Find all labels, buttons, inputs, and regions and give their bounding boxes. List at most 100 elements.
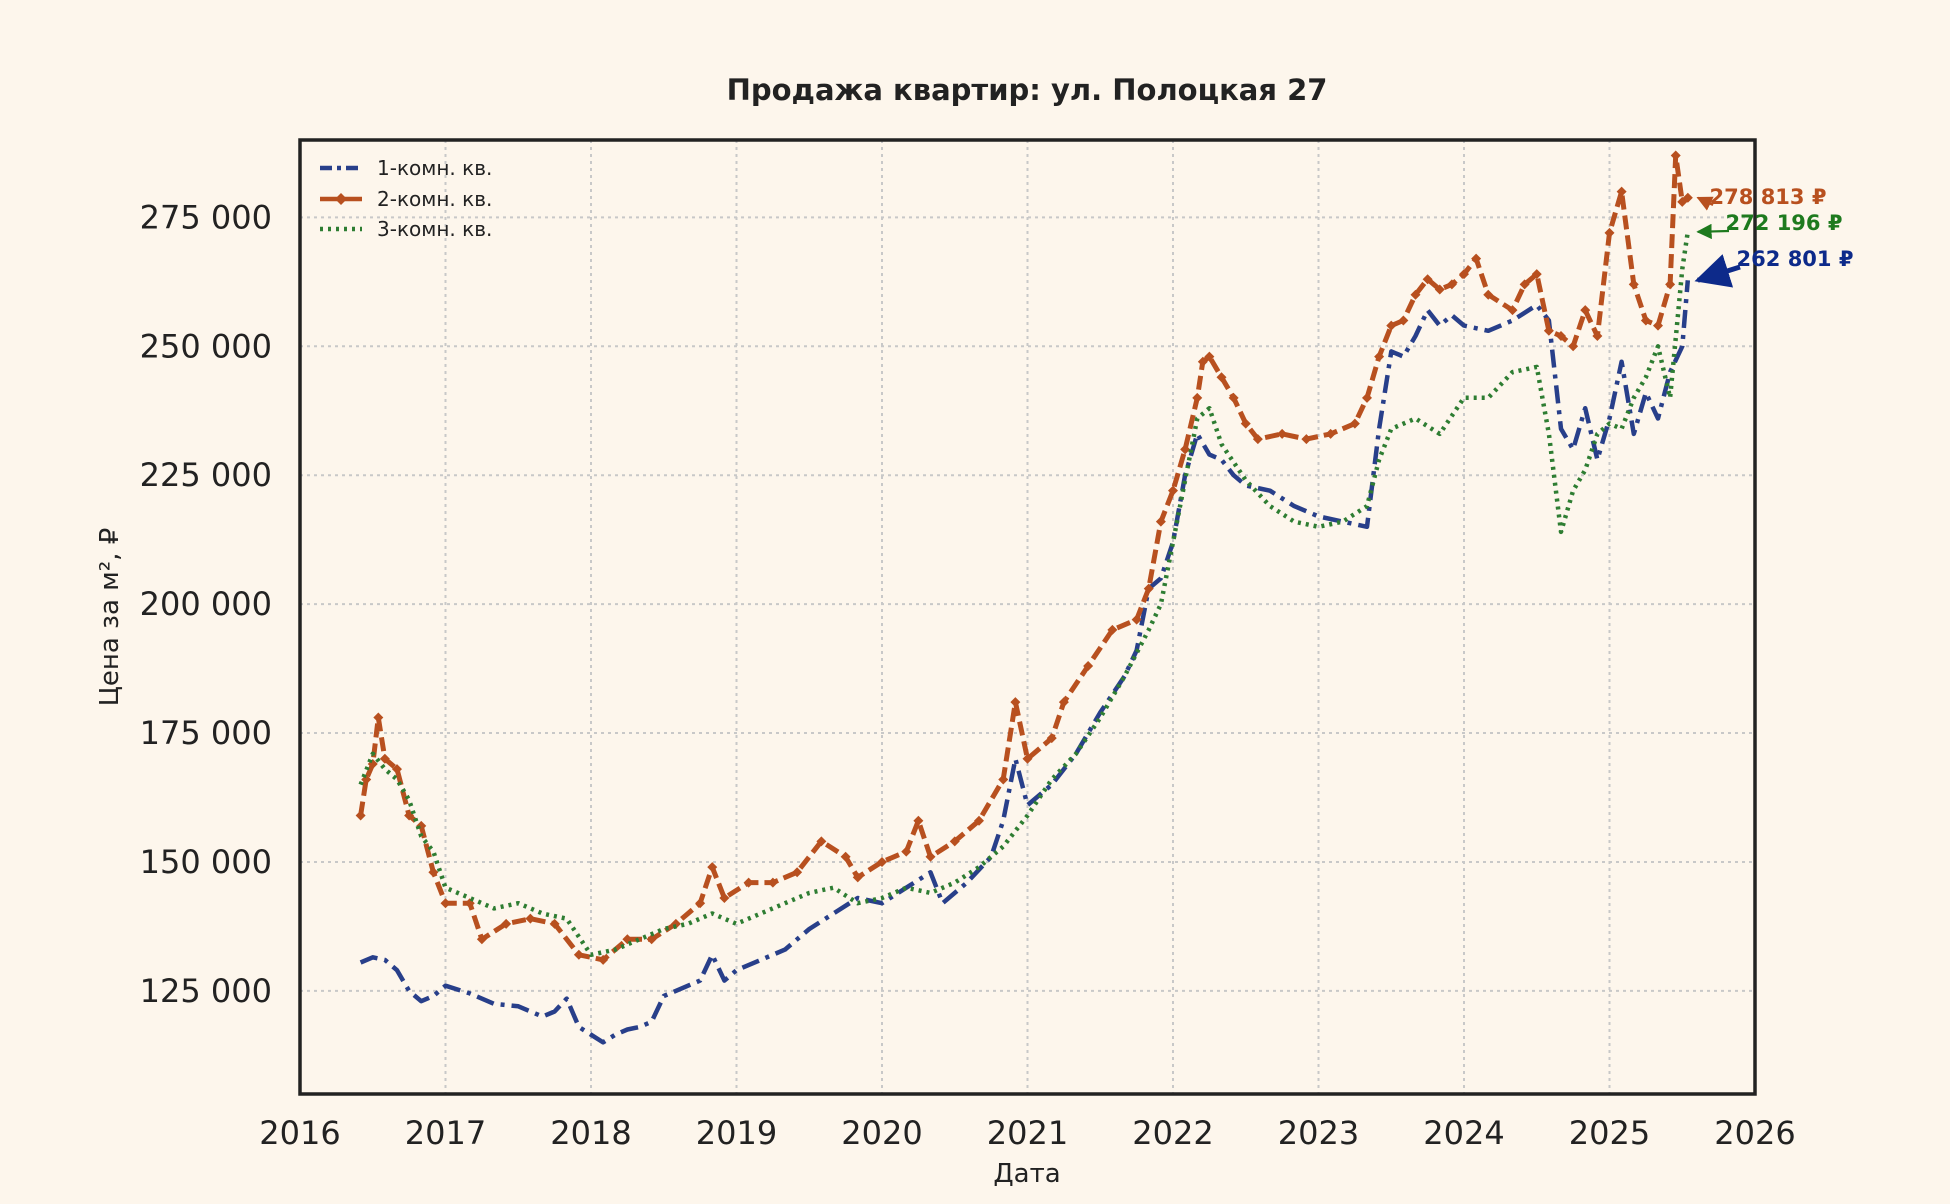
data-point-2k: [1507, 305, 1518, 316]
data-point-2k: [840, 851, 851, 862]
data-point-2k: [1252, 434, 1263, 445]
data-point-2k: [1604, 227, 1615, 238]
data-point-2k: [1131, 614, 1142, 625]
y-tick-label: 125 000: [140, 972, 272, 1010]
data-point-2k: [1204, 351, 1215, 362]
data-point-2k: [1046, 733, 1057, 744]
y-tick-label: 175 000: [140, 714, 272, 752]
y-axis-label: Цена за м², ₽: [95, 528, 125, 707]
data-point-2k: [1670, 150, 1681, 161]
data-point-2k: [501, 918, 512, 929]
data-point-2k: [1446, 279, 1457, 290]
data-point-2k: [598, 954, 609, 965]
x-tick-label: 2016: [259, 1114, 340, 1152]
data-point-2k: [1228, 392, 1239, 403]
data-point-2k: [877, 856, 887, 867]
data-point-2k: [646, 934, 657, 945]
data-point-2k: [1665, 279, 1676, 290]
legend-entry-3k: 3-комн. кв.: [377, 217, 492, 241]
data-point-2k: [379, 753, 390, 764]
data-point-2k: [925, 851, 936, 862]
data-point-2k: [1168, 485, 1178, 496]
series-line-1k: [359, 280, 1691, 1045]
data-point-2k: [901, 846, 912, 857]
data-point-2k: [1422, 274, 1433, 285]
data-point-2k: [1653, 320, 1663, 331]
data-point-2k: [949, 836, 960, 847]
data-point-2k: [1058, 697, 1069, 708]
data-point-2k: [355, 810, 366, 821]
data-point-2k: [707, 862, 718, 873]
x-tick-label: 2017: [405, 1114, 486, 1152]
data-point-2k: [1434, 284, 1445, 295]
data-point-2k: [1349, 418, 1360, 429]
x-tick-label: 2018: [550, 1114, 631, 1152]
y-tick-label: 200 000: [140, 585, 272, 623]
y-tick-label: 225 000: [140, 456, 272, 494]
data-point-2k: [1155, 516, 1166, 527]
data-point-2k: [913, 815, 924, 826]
data-point-2k: [549, 918, 560, 929]
x-tick-label: 2021: [987, 1114, 1068, 1152]
plot-frame: [298, 138, 1757, 1096]
y-axis-ticks: 125 000 150 000 175 000 200 000 225 000 250 0…: [140, 198, 272, 1010]
data-point-2k: [1471, 253, 1482, 264]
x-axis-label: Дата: [993, 1159, 1060, 1189]
data-point-2k: [816, 836, 827, 847]
annotation-2k-label: 278 813 ₽: [1710, 185, 1827, 209]
data-point-2k: [440, 898, 451, 909]
data-point-2k: [1083, 660, 1094, 671]
legend-marker-2k: [335, 193, 347, 205]
y-tick-label: 250 000: [140, 327, 272, 365]
data-point-2k: [1640, 315, 1651, 326]
x-tick-label: 2025: [1569, 1114, 1650, 1152]
data-point-2k: [1543, 325, 1554, 336]
data-point-2k: [1628, 279, 1639, 290]
x-tick-label: 2023: [1278, 1114, 1359, 1152]
annotation-3k-label: 272 196 ₽: [1726, 211, 1843, 235]
data-point-2k: [573, 949, 584, 960]
data-point-2k: [743, 877, 754, 888]
data-point-2k: [1459, 269, 1469, 280]
x-tick-label: 2019: [696, 1114, 777, 1152]
data-point-2k: [1192, 392, 1203, 403]
legend: 1-комн. кв. 2-комн. кв. 3-комн. кв.: [320, 156, 492, 241]
series-layer: [355, 150, 1693, 1045]
data-point-2k: [1556, 330, 1566, 341]
data-point-2k: [1277, 428, 1288, 439]
data-point-2k: [1519, 279, 1530, 290]
data-point-2k: [1580, 305, 1591, 316]
data-point-2k: [1568, 341, 1579, 352]
data-point-2k: [476, 934, 487, 945]
annotation-1k-arrow: [1694, 254, 1741, 288]
x-tick-label: 2020: [841, 1114, 922, 1152]
x-tick-label: 2024: [1423, 1114, 1504, 1152]
data-point-2k: [719, 893, 730, 904]
data-point-2k: [1531, 269, 1542, 280]
data-point-2k: [852, 872, 863, 883]
annotation-1k-label: 262 801 ₽: [1737, 247, 1854, 271]
y-tick-label: 150 000: [140, 843, 272, 881]
data-point-2k: [525, 913, 536, 924]
data-point-2k: [373, 712, 384, 723]
data-point-2k: [1143, 583, 1154, 594]
x-tick-label: 2026: [1714, 1114, 1795, 1152]
data-point-2k: [695, 898, 706, 909]
data-point-2k: [974, 815, 984, 826]
y-tick-label: 275 000: [140, 198, 272, 236]
data-point-2k: [1240, 418, 1251, 429]
grid-lines: [299, 140, 1756, 1094]
data-point-2k: [1107, 624, 1118, 635]
data-point-2k: [1301, 434, 1312, 445]
data-point-2k: [392, 764, 402, 775]
data-point-2k: [1180, 444, 1191, 455]
data-point-2k: [767, 877, 778, 888]
x-axis-ticks: 2016 2017 2018 2019 2020 2021 2022 2023 2024 2025…: [259, 1114, 1795, 1152]
data-point-2k: [1616, 186, 1627, 197]
data-point-2k: [1325, 428, 1336, 439]
annotations: 278 813 ₽272 196 ₽ 262 801 ₽: [1694, 185, 1854, 288]
data-point-2k: [1216, 372, 1227, 383]
